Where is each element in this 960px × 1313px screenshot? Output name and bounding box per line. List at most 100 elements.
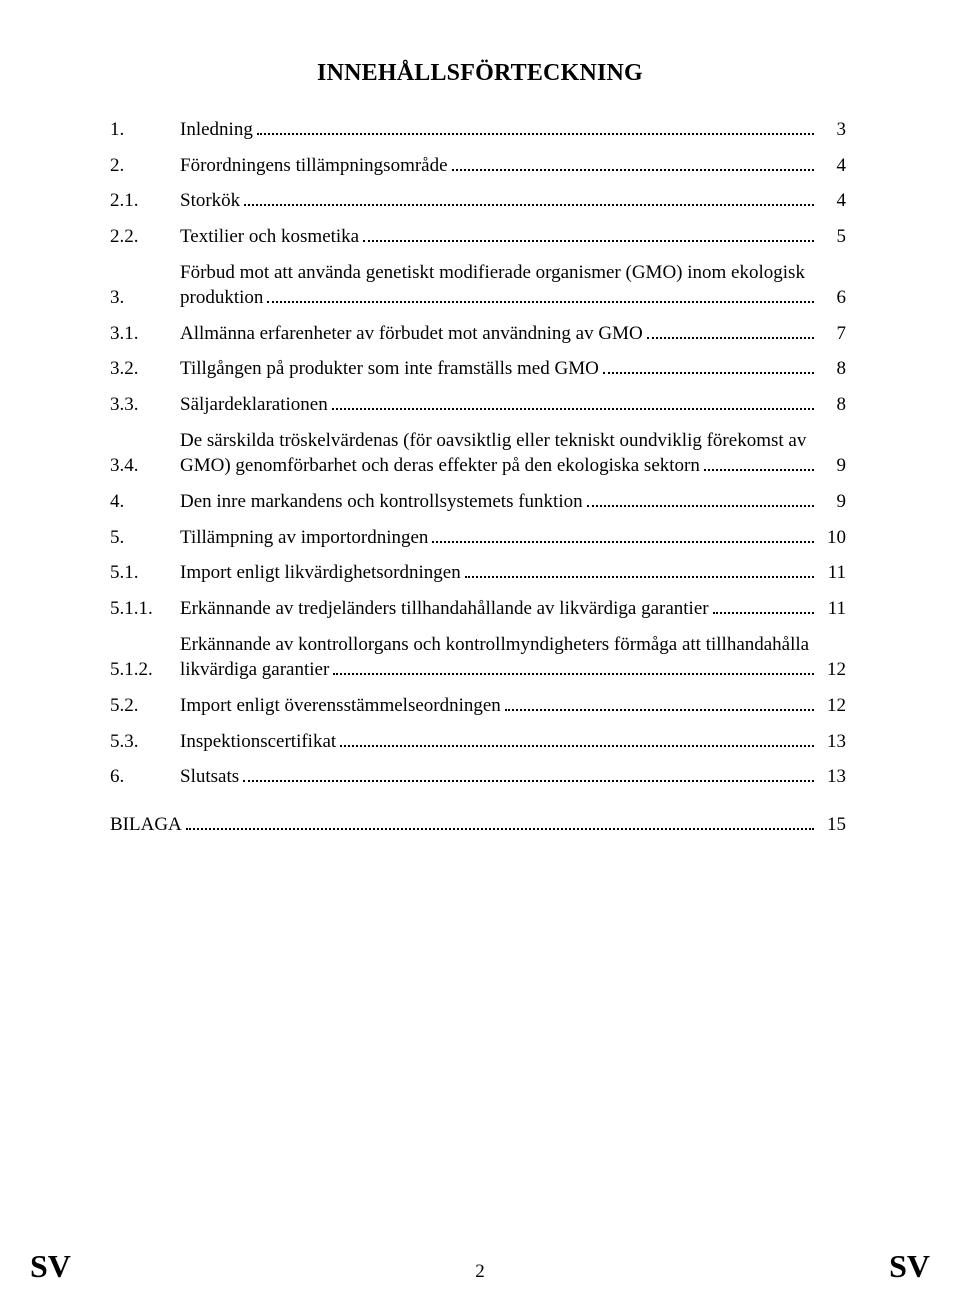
toc-entry-page: 15 (818, 812, 846, 838)
footer-right-label: SV (889, 1248, 930, 1285)
toc-entry: BILAGA 15 (110, 812, 850, 838)
toc-entry-number: 3.4. (110, 453, 180, 479)
toc-entry-text: BILAGA 15 (110, 812, 850, 838)
toc-leader-dots (267, 286, 814, 303)
toc-entry-text: Inspektionscertifikat 13 (180, 729, 850, 755)
toc-entry-text: Import enligt överensstämmelseordningen 1… (180, 693, 850, 719)
toc-entry-page: 4 (818, 188, 846, 214)
toc-leader-dots (257, 118, 814, 135)
toc-entry-last-line: GMO) genomförbarhet och deras effekter p… (180, 453, 846, 479)
toc-entry-page: 9 (818, 453, 846, 479)
toc-entry-page: 9 (818, 489, 846, 515)
toc-entry: 5.2.Import enligt överensstämmelseordnin… (110, 693, 850, 719)
toc-entry-page: 8 (818, 356, 846, 382)
toc-entry-last-line: Erkännande av tredjeländers tillhandahål… (180, 596, 846, 622)
toc-entry-number: 6. (110, 764, 180, 790)
toc-leader-dots (465, 561, 814, 578)
toc-entry-text: Import enligt likvärdighetsordningen 11 (180, 560, 850, 586)
footer-left-label: SV (30, 1248, 71, 1285)
page-number: 2 (475, 1261, 485, 1283)
toc-entry: 3.3.Säljardeklarationen8 (110, 392, 850, 418)
toc-entry-number: 5.1. (110, 560, 180, 586)
toc-entry-text-line: Erkännande av kontrollorgans och kontrol… (180, 632, 846, 658)
toc-entry-title: Textilier och kosmetika (180, 224, 359, 250)
toc-entry-text: Slutsats13 (180, 764, 850, 790)
toc-leader-dots (332, 393, 814, 410)
toc-leader-dots (340, 729, 814, 746)
toc-entry-title: Storkök (180, 188, 240, 214)
toc-entry-page: 4 (818, 153, 846, 179)
toc-leader-dots (432, 526, 814, 543)
toc-entry-last-line: Tillämpning av importordningen 10 (180, 525, 846, 551)
toc-entry: 3.1.Allmänna erfarenheter av förbudet mo… (110, 321, 850, 347)
toc-leader-dots (243, 765, 814, 782)
toc-entry-number: 2.2. (110, 224, 180, 250)
toc-entry-title: Slutsats (180, 764, 239, 790)
toc-entry-page: 12 (818, 657, 846, 683)
toc-entry-text: Förbud mot att använda genetiskt modifie… (180, 260, 850, 311)
toc-leader-dots (452, 153, 814, 170)
document-title: INNEHÅLLSFÖRTECKNING (110, 60, 850, 87)
toc-entry-text: Erkännande av kontrollorgans och kontrol… (180, 632, 850, 683)
toc-leader-dots (713, 597, 814, 614)
toc-entry-page: 12 (818, 693, 846, 719)
toc-entry-title: BILAGA (110, 812, 182, 838)
toc-entry: 5.3.Inspektionscertifikat 13 (110, 729, 850, 755)
toc-entry-number: 4. (110, 489, 180, 515)
toc-entry-title: Import enligt överensstämmelseordningen (180, 693, 501, 719)
toc-entry-last-line: Inspektionscertifikat 13 (180, 729, 846, 755)
toc-entry-number: 3.1. (110, 321, 180, 347)
toc-entry-last-line: likvärdiga garantier12 (180, 657, 846, 683)
toc-leader-dots (363, 225, 814, 242)
toc-entry-last-line: Import enligt överensstämmelseordningen 1… (180, 693, 846, 719)
table-of-contents: 1.Inledning32.Förordningens tillämpnings… (110, 117, 850, 837)
toc-leader-dots (505, 694, 814, 711)
toc-entry-page: 13 (818, 729, 846, 755)
toc-entry-title: Erkännande av tredjeländers tillhandahål… (180, 596, 709, 622)
toc-entry-text: Allmänna erfarenheter av förbudet mot an… (180, 321, 850, 347)
toc-leader-dots (587, 490, 814, 507)
toc-entry-page: 5 (818, 224, 846, 250)
toc-leader-dots (244, 189, 814, 206)
toc-leader-dots (603, 357, 814, 374)
toc-entry-last-line: Inledning3 (180, 117, 846, 143)
toc-entry: 2.2.Textilier och kosmetika 5 (110, 224, 850, 250)
toc-entry-text: Säljardeklarationen8 (180, 392, 850, 418)
toc-entry-text: Inledning3 (180, 117, 850, 143)
toc-entry-title: Tillämpning av importordningen (180, 525, 428, 551)
toc-entry-number: 3.3. (110, 392, 180, 418)
toc-entry-title: Inspektionscertifikat (180, 729, 336, 755)
toc-entry-last-line: Slutsats13 (180, 764, 846, 790)
toc-entry-title: Import enligt likvärdighetsordningen (180, 560, 461, 586)
toc-entry-text-line: De särskilda tröskelvärdenas (för oavsik… (180, 428, 846, 454)
toc-entry-text: Den inre markandens och kontrollsystemet… (180, 489, 850, 515)
toc-entry: 3.Förbud mot att använda genetiskt modif… (110, 260, 850, 311)
toc-entry-text: Storkök 4 (180, 188, 850, 214)
toc-leader-dots (704, 454, 814, 471)
toc-entry-last-line: Import enligt likvärdighetsordningen 11 (180, 560, 846, 586)
toc-entry-page: 10 (818, 525, 846, 551)
toc-entry-number: 5.3. (110, 729, 180, 755)
toc-entry-title: GMO) genomförbarhet och deras effekter p… (180, 453, 700, 479)
toc-entry-number: 2. (110, 153, 180, 179)
toc-leader-dots (647, 322, 814, 339)
toc-entry-number: 5.1.2. (110, 657, 180, 683)
toc-entry-text: De särskilda tröskelvärdenas (för oavsik… (180, 428, 850, 479)
toc-entry: 5.1.Import enligt likvärdighetsordningen… (110, 560, 850, 586)
toc-entry-last-line: BILAGA 15 (110, 812, 846, 838)
toc-entry-title: Allmänna erfarenheter av förbudet mot an… (180, 321, 643, 347)
toc-entry-title: produktion (180, 285, 263, 311)
toc-entry: 5.1.1.Erkännande av tredjeländers tillha… (110, 596, 850, 622)
toc-entry: 4.Den inre markandens och kontrollsystem… (110, 489, 850, 515)
toc-entry-page: 11 (818, 596, 846, 622)
toc-entry-last-line: Allmänna erfarenheter av förbudet mot an… (180, 321, 846, 347)
toc-entry-last-line: Textilier och kosmetika 5 (180, 224, 846, 250)
toc-entry: 5.1.2.Erkännande av kontrollorgans och k… (110, 632, 850, 683)
toc-entry-last-line: produktion6 (180, 285, 846, 311)
toc-entry-text: Tillgången på produkter som inte framstä… (180, 356, 850, 382)
toc-entry-title: Tillgången på produkter som inte framstä… (180, 356, 599, 382)
toc-entry-number: 1. (110, 117, 180, 143)
toc-entry-page: 11 (818, 560, 846, 586)
toc-entry: 5.Tillämpning av importordningen10 (110, 525, 850, 551)
page-footer: SV 2 SV (0, 1248, 960, 1285)
